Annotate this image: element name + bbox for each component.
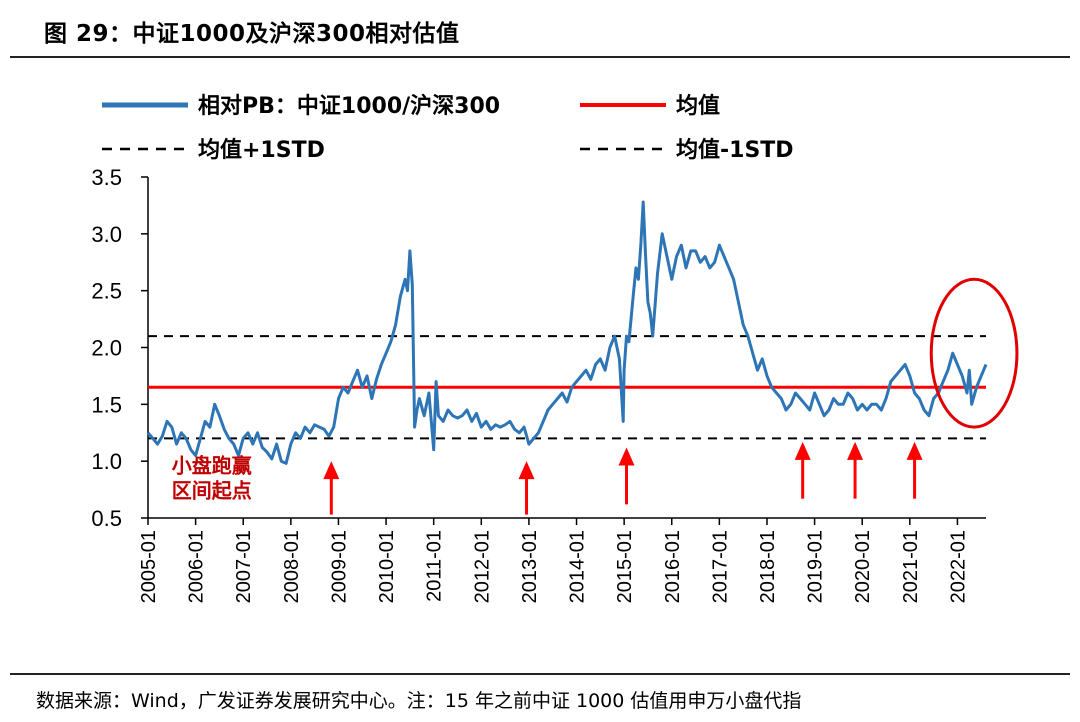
legend: 相对PB：中证1000/沪深300 均值 均值+1STD 均值-1STD [102, 93, 794, 163]
y-tick-label: 0.5 [91, 506, 122, 531]
x-tick-label: 2009-01 [328, 530, 350, 603]
y-tick-label: 3.5 [91, 165, 122, 190]
x-tick-label: 2014-01 [567, 530, 589, 603]
x-tick-label: 2016-01 [662, 530, 684, 603]
x-tick-label: 2019-01 [805, 530, 827, 603]
y-tick-label: 3.0 [91, 222, 122, 247]
legend-label-lower-std: 均值-1STD [676, 137, 794, 163]
series-layer [146, 200, 988, 465]
y-tick-label: 2.0 [91, 336, 122, 361]
x-tick-label: 2008-01 [281, 530, 303, 603]
arrow-head [794, 441, 811, 460]
y-tick-label: 1.5 [91, 392, 122, 417]
axes: 3.5 3.0 2.5 2.0 1.5 1.0 0.5 2005-01 2006-01 2007-… [91, 165, 986, 603]
arrows-layer [323, 441, 923, 515]
x-tick-label: 2011-01 [424, 530, 446, 602]
highlight-circle [929, 277, 1019, 429]
series-line-relative-pb [146, 200, 988, 465]
x-tick-label: 2013-01 [519, 530, 541, 603]
reference-lines [148, 335, 986, 440]
annotation-text: 小盘跑赢 [172, 454, 252, 478]
annotation-text: 区间起点 [172, 479, 252, 503]
arrow-head [906, 441, 923, 460]
source-note: 数据来源：Wind，广发证券发展研究中心。注：15 年之前中证 1000 估值用… [36, 690, 802, 712]
x-tick-label: 2022-01 [947, 530, 969, 603]
arrow-head [323, 461, 340, 480]
top-rule [10, 56, 1070, 58]
figure-title: 图 29：中证1000及沪深300相对估值 [44, 21, 460, 47]
legend-label-series: 相对PB：中证1000/沪深300 [198, 93, 500, 119]
legend-label-upper-std: 均值+1STD [198, 137, 325, 163]
y-tick-label: 2.5 [91, 279, 122, 304]
x-tick-label: 2018-01 [757, 530, 779, 603]
x-tick-label: 2006-01 [186, 530, 208, 603]
x-tick-label: 2010-01 [376, 530, 398, 603]
x-tick-label: 2021-01 [900, 530, 922, 603]
x-tick-label: 2005-01 [138, 530, 160, 603]
arrow-head [618, 447, 635, 466]
bottom-rule [10, 673, 1070, 675]
arrow-head [518, 461, 535, 480]
arrow-head [847, 441, 864, 460]
y-tick-label: 1.0 [91, 449, 122, 474]
x-tick-label: 2007-01 [233, 530, 255, 603]
x-tick-label: 2020-01 [852, 530, 874, 603]
x-tick-label: 2015-01 [614, 530, 636, 603]
legend-label-mean: 均值 [676, 93, 720, 119]
chart: 相对PB：中证1000/沪深300 均值 均值+1STD 均值-1STD 3.5… [91, 93, 1019, 603]
x-tick-label: 2017-01 [709, 530, 731, 603]
x-tick-label: 2012-01 [471, 530, 493, 603]
